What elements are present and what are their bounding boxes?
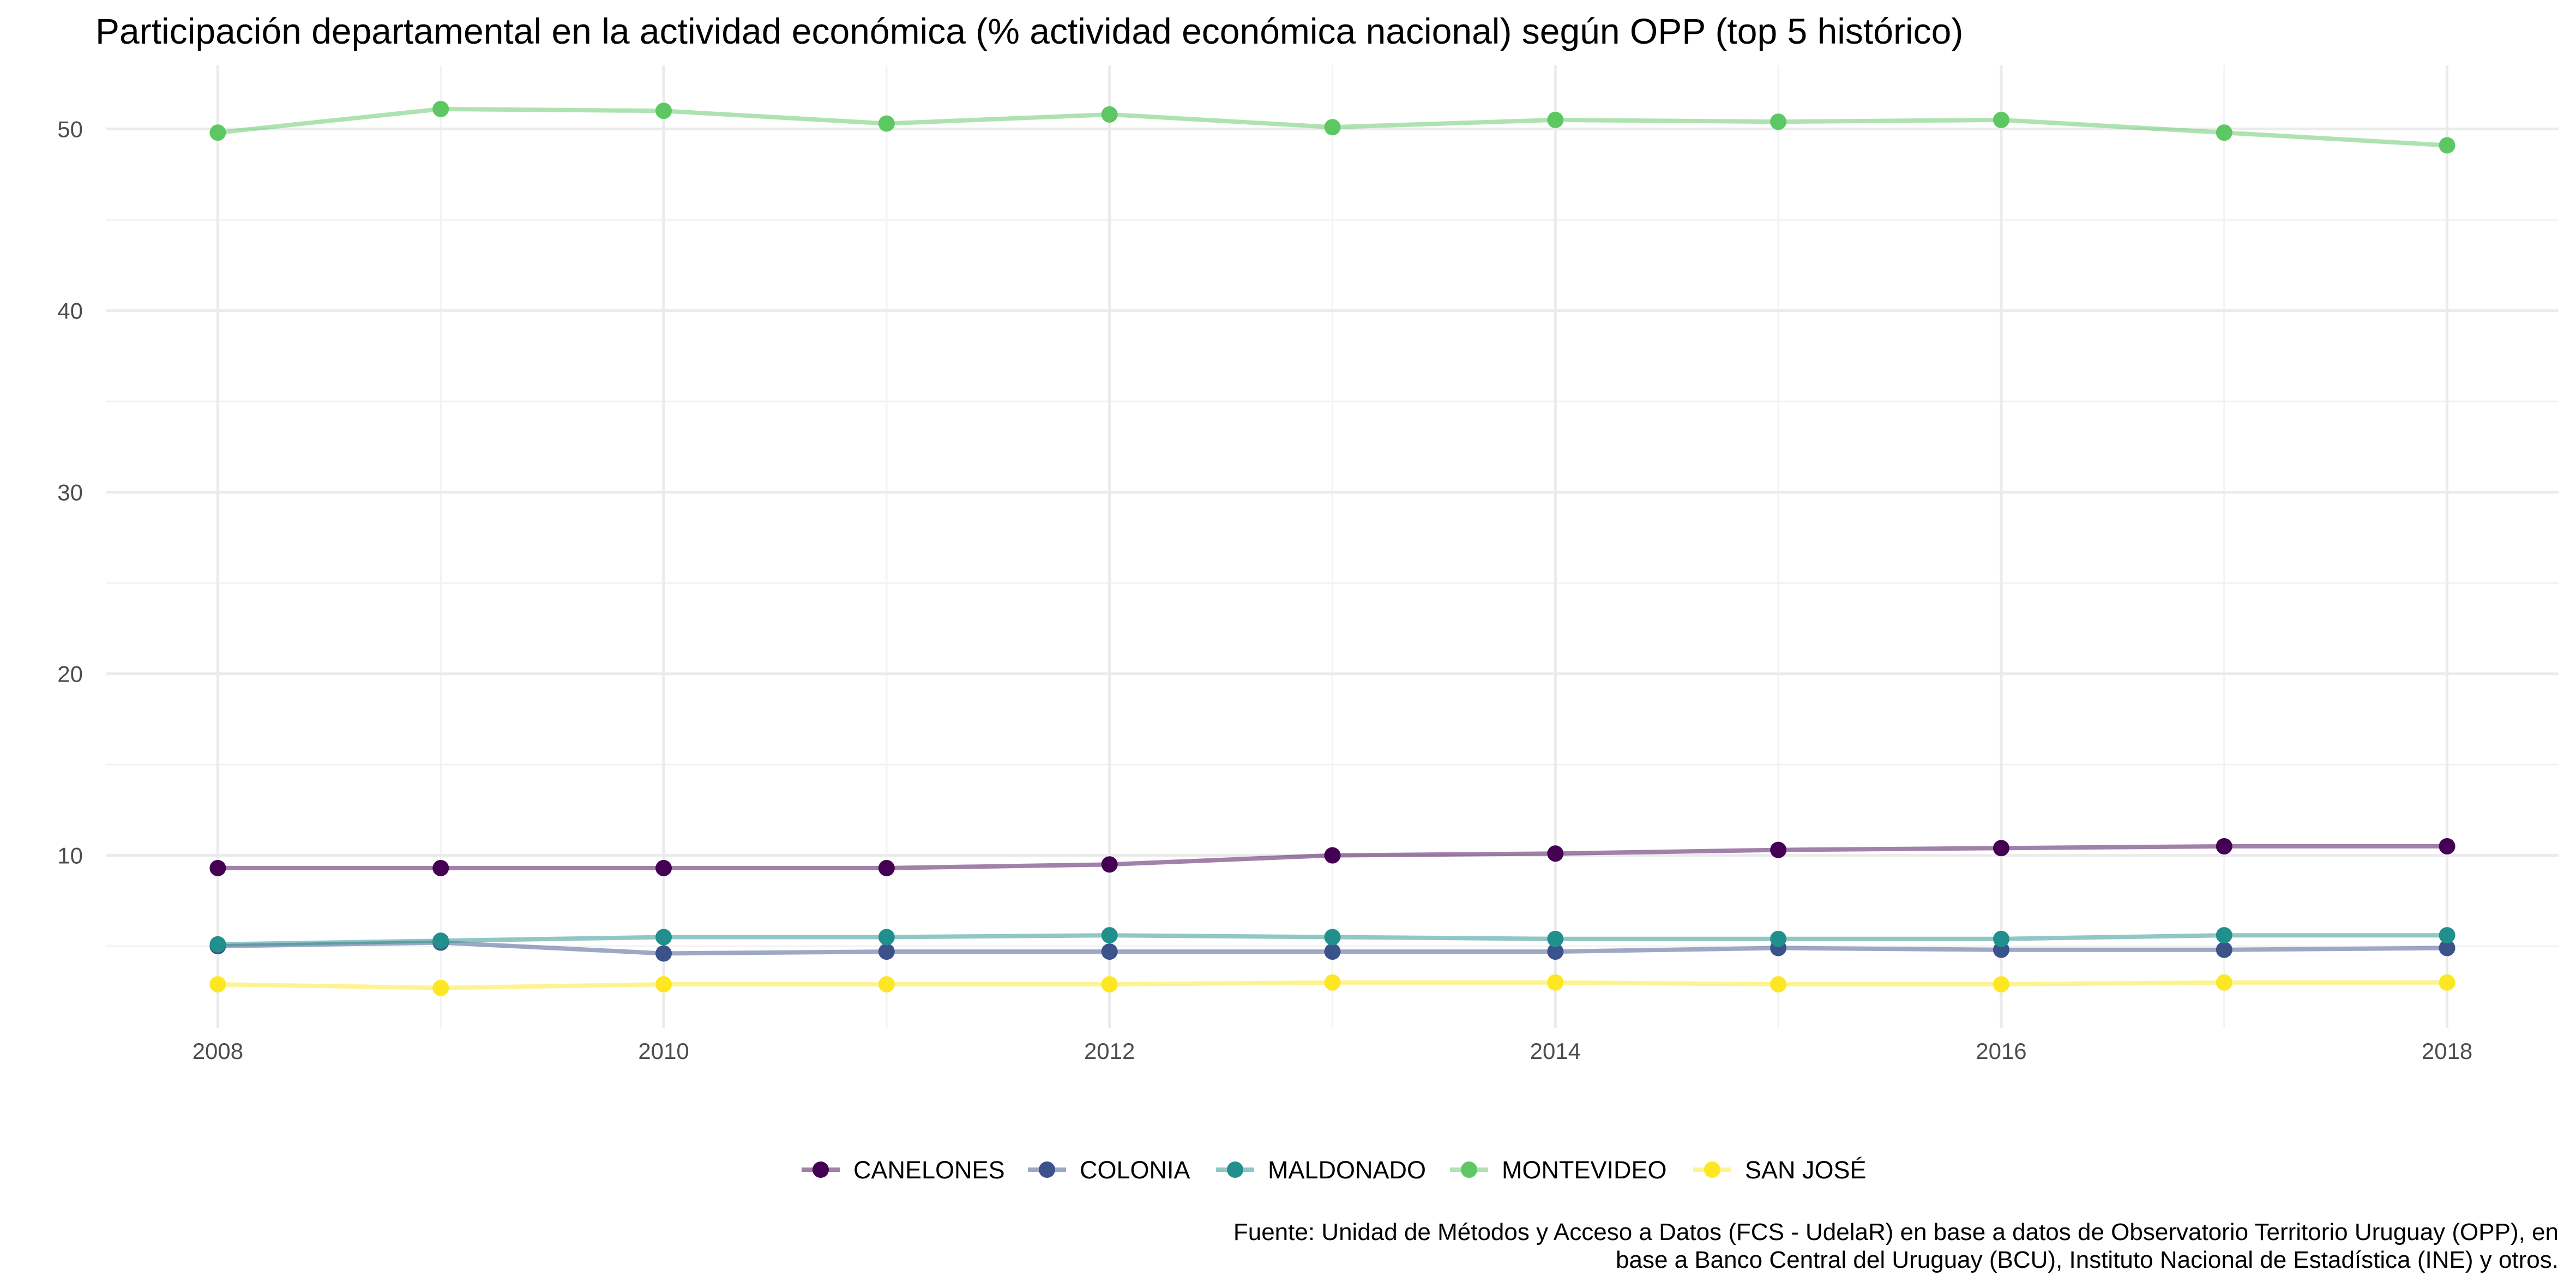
- series-colonia: [209, 934, 2455, 962]
- data-point: [878, 943, 895, 960]
- data-point: [1324, 119, 1341, 136]
- data-point: [655, 103, 672, 119]
- data-point: [432, 932, 449, 949]
- legend-item: CANELONES: [802, 1156, 1005, 1184]
- data-point: [1770, 113, 1787, 130]
- data-point: [2216, 838, 2232, 854]
- data-point: [878, 115, 895, 132]
- series-lines: [209, 100, 2455, 996]
- data-point: [1101, 106, 1118, 123]
- x-tick-label: 2008: [192, 1038, 243, 1064]
- y-tick-label: 40: [57, 298, 83, 324]
- legend-label: MALDONADO: [1268, 1156, 1426, 1184]
- data-point: [655, 929, 672, 946]
- legend-label: SAN JOSÉ: [1745, 1156, 1867, 1184]
- data-point: [1324, 943, 1341, 960]
- legend-point-key: [1227, 1161, 1243, 1178]
- legend-label: COLONIA: [1080, 1156, 1190, 1184]
- data-point: [2216, 124, 2232, 141]
- series-montevideo: [209, 100, 2455, 154]
- data-point: [2216, 974, 2232, 991]
- data-point: [2216, 941, 2232, 958]
- data-point: [1101, 927, 1118, 944]
- x-tick-label: 2014: [1530, 1038, 1581, 1064]
- chart-title: Participación departamental en la activi…: [95, 11, 1963, 51]
- data-point: [209, 859, 226, 876]
- data-point: [1547, 974, 1564, 991]
- legend-point-key: [812, 1161, 829, 1178]
- legend-item: COLONIA: [1028, 1156, 1190, 1184]
- legend-item: SAN JOSÉ: [1693, 1156, 1867, 1184]
- data-point: [2439, 838, 2455, 854]
- data-point: [1324, 929, 1341, 946]
- data-point: [209, 124, 226, 141]
- data-point: [878, 859, 895, 876]
- caption-line-1: Fuente: Unidad de Métodos y Acceso a Dat…: [1233, 1219, 2559, 1245]
- y-tick-label: 30: [57, 480, 83, 505]
- x-tick-label: 2012: [1084, 1038, 1135, 1064]
- legend-label: MONTEVIDEO: [1502, 1156, 1667, 1184]
- data-point: [1324, 847, 1341, 864]
- series-san-jos-: [209, 974, 2455, 996]
- caption: Fuente: Unidad de Métodos y Acceso a Dat…: [1233, 1219, 2559, 1273]
- data-point: [1101, 976, 1118, 993]
- axes: 10 20 30 40 50 2008 2010 2012 2014 2016 2018: [57, 117, 2472, 1064]
- data-point: [1770, 930, 1787, 947]
- data-point: [1547, 845, 1564, 862]
- y-tick-label: 20: [57, 661, 83, 687]
- data-point: [878, 976, 895, 993]
- data-point: [1993, 111, 2009, 128]
- data-point: [1547, 930, 1564, 947]
- data-point: [655, 859, 672, 876]
- data-point: [432, 859, 449, 876]
- legend-point-key: [1704, 1161, 1720, 1178]
- data-point: [655, 945, 672, 962]
- data-point: [655, 976, 672, 993]
- data-point: [1101, 856, 1118, 873]
- data-point: [878, 929, 895, 946]
- y-tick-label: 50: [57, 117, 83, 142]
- data-point: [1101, 943, 1118, 960]
- x-tick-label: 2010: [638, 1038, 689, 1064]
- legend-label: CANELONES: [853, 1156, 1005, 1184]
- data-point: [1770, 841, 1787, 858]
- data-point: [2439, 137, 2455, 154]
- legend-item: MONTEVIDEO: [1450, 1156, 1667, 1184]
- x-tick-label: 2016: [1976, 1038, 2026, 1064]
- data-point: [1547, 943, 1564, 960]
- legend-point-key: [1039, 1161, 1055, 1178]
- data-point: [432, 100, 449, 117]
- data-point: [2216, 927, 2232, 944]
- caption-line-2: base a Banco Central del Uruguay (BCU), …: [1616, 1247, 2559, 1273]
- series-maldonado: [209, 927, 2455, 953]
- data-point: [209, 936, 226, 953]
- data-point: [1324, 974, 1341, 991]
- data-point: [1547, 111, 1564, 128]
- y-tick-label: 10: [57, 843, 83, 869]
- x-tick-label: 2018: [2422, 1038, 2472, 1064]
- data-point: [1993, 976, 2009, 993]
- legend-item: MALDONADO: [1216, 1156, 1426, 1184]
- data-point: [1993, 930, 2009, 947]
- data-point: [2439, 940, 2455, 956]
- grid: [106, 65, 2559, 1028]
- data-point: [209, 976, 226, 993]
- legend: CANELONES COLONIA MALDONADO MONTEVIDEO SAN J…: [802, 1156, 1867, 1184]
- data-point: [2439, 927, 2455, 944]
- data-point: [432, 979, 449, 996]
- data-point: [2439, 974, 2455, 991]
- data-point: [1770, 976, 1787, 993]
- series-canelones: [209, 838, 2455, 876]
- data-point: [1993, 840, 2009, 857]
- legend-point-key: [1461, 1161, 1477, 1178]
